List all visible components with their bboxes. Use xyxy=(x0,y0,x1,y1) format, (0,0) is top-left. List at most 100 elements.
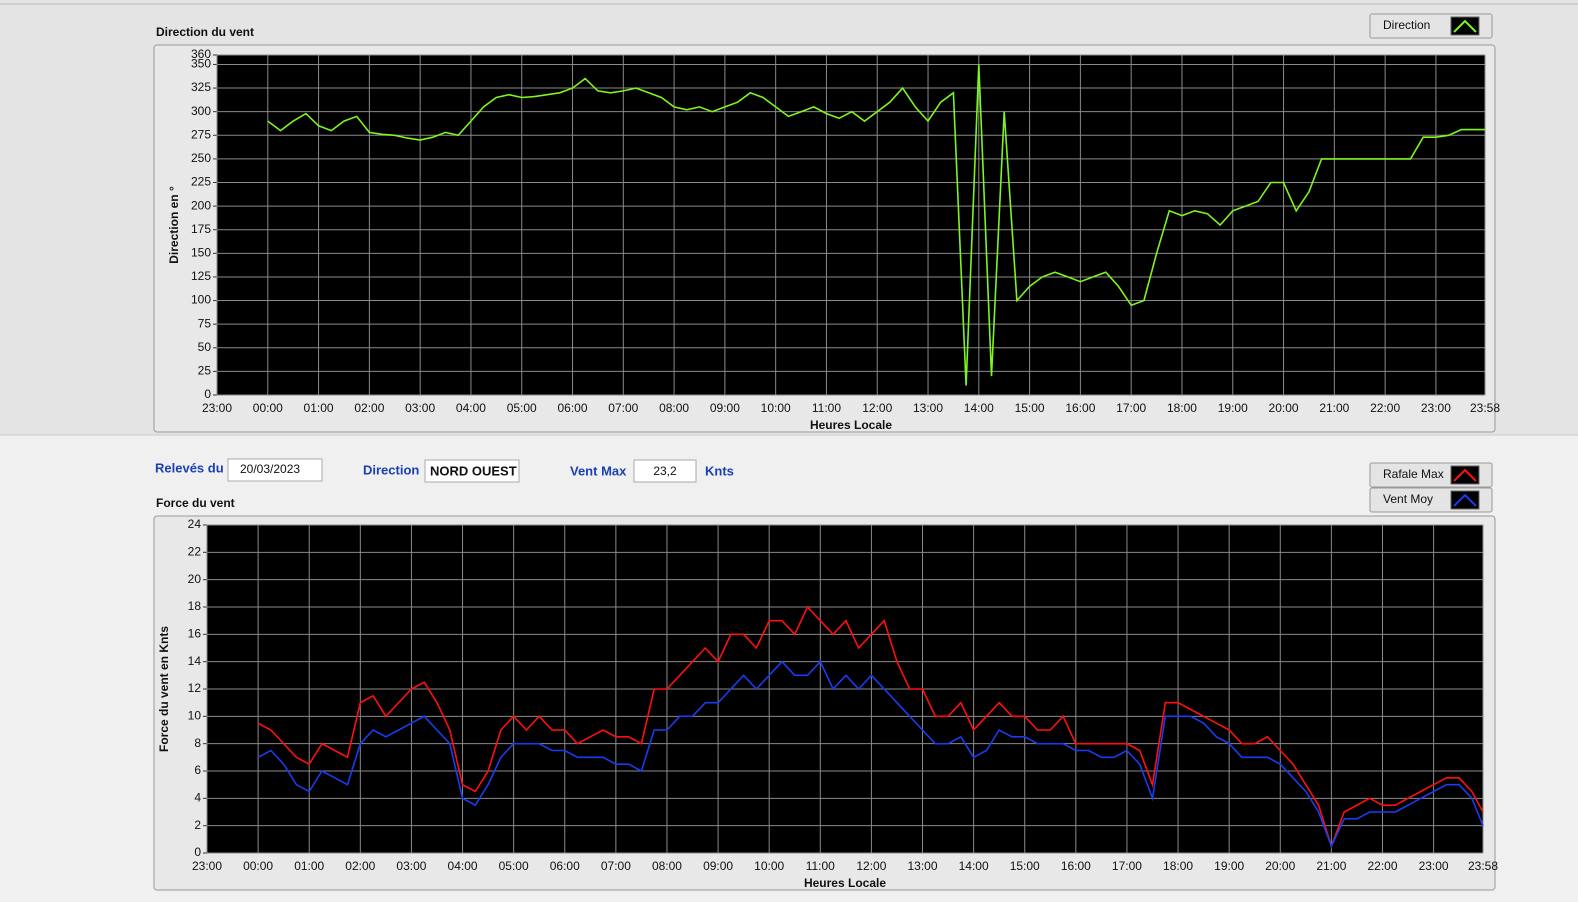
x-tick-label: 16:00 xyxy=(1061,859,1091,873)
x-tick-label: 08:00 xyxy=(659,401,689,415)
legend-swatch-bg xyxy=(1450,16,1480,36)
y-tick-label: 16 xyxy=(188,627,202,641)
x-tick-label: 17:00 xyxy=(1116,401,1146,415)
x-tick-label: 02:00 xyxy=(345,859,375,873)
x-tick-label: 07:00 xyxy=(608,401,638,415)
y-tick-label: 225 xyxy=(191,175,211,189)
x-tick-label: 10:00 xyxy=(754,859,784,873)
y-tick-label: 12 xyxy=(188,681,202,695)
x-tick-label: 11:00 xyxy=(812,401,841,415)
x-tick-label: 19:00 xyxy=(1218,401,1248,415)
y-tick-label: 2 xyxy=(194,818,201,832)
x-tick-label: 23:00 xyxy=(1419,859,1449,873)
x-tick-label: 16:00 xyxy=(1065,401,1095,415)
y-tick-label: 300 xyxy=(191,104,211,118)
legend-swatch xyxy=(1453,493,1477,507)
x-axis-label: Heures Locale xyxy=(804,876,886,890)
x-tick-label: 21:00 xyxy=(1316,859,1346,873)
legend-swatch xyxy=(1453,468,1477,482)
y-tick-label: 22 xyxy=(188,545,202,559)
y-tick-label: 350 xyxy=(191,57,211,71)
legend-label: Vent Moy xyxy=(1383,492,1433,506)
x-tick-label: 06:00 xyxy=(550,859,580,873)
x-tick-label: 23:58 xyxy=(1470,401,1500,415)
x-tick-label: 15:00 xyxy=(1010,859,1040,873)
x-tick-label: 17:00 xyxy=(1112,859,1142,873)
x-tick-label: 01:00 xyxy=(304,401,334,415)
x-tick-label: 01:00 xyxy=(294,859,324,873)
x-tick-label: 18:00 xyxy=(1163,859,1193,873)
x-tick-label: 09:00 xyxy=(710,401,740,415)
x-tick-label: 23:58 xyxy=(1468,859,1498,873)
y-tick-label: 360 xyxy=(191,47,211,61)
x-tick-label: 03:00 xyxy=(405,401,435,415)
y-tick-label: 0 xyxy=(204,387,211,401)
y-tick-label: 24 xyxy=(188,517,202,531)
x-tick-label: 20:00 xyxy=(1269,401,1299,415)
y-tick-label: 175 xyxy=(191,222,211,236)
y-axis-label: Direction en ° xyxy=(167,186,181,264)
y-tick-label: 100 xyxy=(191,293,211,307)
x-tick-label: 00:00 xyxy=(253,401,283,415)
x-tick-label: 10:00 xyxy=(761,401,791,415)
vent-max-label: Vent Max xyxy=(570,463,627,478)
x-tick-label: 21:00 xyxy=(1319,401,1349,415)
y-tick-label: 250 xyxy=(191,151,211,165)
x-tick-label: 09:00 xyxy=(703,859,733,873)
x-tick-label: 06:00 xyxy=(557,401,587,415)
direction-value: NORD OUEST xyxy=(430,463,517,478)
unit-label: Knts xyxy=(705,463,734,478)
chart-title: Force du vent xyxy=(156,496,235,510)
plot-area xyxy=(217,55,1485,395)
x-tick-label: 11:00 xyxy=(806,859,835,873)
x-tick-label: 12:00 xyxy=(856,859,886,873)
y-tick-label: 20 xyxy=(188,572,202,586)
x-tick-label: 03:00 xyxy=(396,859,426,873)
x-tick-label: 12:00 xyxy=(862,401,892,415)
chart-title: Direction du vent xyxy=(156,25,254,39)
x-tick-label: 02:00 xyxy=(354,401,384,415)
legend-swatch xyxy=(1453,19,1477,33)
y-tick-label: 14 xyxy=(188,654,202,668)
vent-max-value: 23,2 xyxy=(653,464,677,478)
data-line xyxy=(257,605,1484,849)
x-tick-label: 19:00 xyxy=(1214,859,1244,873)
x-tick-label: 22:00 xyxy=(1367,859,1397,873)
x-tick-label: 14:00 xyxy=(964,401,994,415)
x-tick-label: 07:00 xyxy=(601,859,631,873)
y-tick-label: 50 xyxy=(198,340,212,354)
x-tick-label: 00:00 xyxy=(243,859,273,873)
y-tick-label: 18 xyxy=(188,599,202,613)
legend-swatch-bg xyxy=(1450,490,1480,510)
x-tick-label: 15:00 xyxy=(1015,401,1045,415)
direction-field[interactable] xyxy=(424,459,520,483)
y-tick-label: 150 xyxy=(191,246,211,260)
y-tick-label: 75 xyxy=(198,316,212,330)
direction-label: Direction xyxy=(363,462,419,477)
x-tick-label: 04:00 xyxy=(456,401,486,415)
x-tick-label: 23:00 xyxy=(202,401,232,415)
y-tick-label: 10 xyxy=(188,709,202,723)
date-value: 20/03/2023 xyxy=(240,462,300,476)
x-tick-label: 23:00 xyxy=(1421,401,1451,415)
x-tick-label: 23:00 xyxy=(192,859,222,873)
x-tick-label: 05:00 xyxy=(499,859,529,873)
x-tick-label: 05:00 xyxy=(507,401,537,415)
data-line xyxy=(267,64,1485,386)
x-tick-label: 20:00 xyxy=(1265,859,1295,873)
y-tick-label: 325 xyxy=(191,80,211,94)
y-tick-label: 8 xyxy=(194,736,201,750)
y-tick-label: 4 xyxy=(194,791,201,805)
vent-max-field[interactable] xyxy=(633,459,697,483)
y-tick-label: 6 xyxy=(194,763,201,777)
x-tick-label: 04:00 xyxy=(448,859,478,873)
y-axis-label: Force du vent en Knts xyxy=(157,626,171,752)
legend-swatch-bg xyxy=(1450,465,1480,485)
x-tick-label: 22:00 xyxy=(1370,401,1400,415)
data-line xyxy=(257,660,1484,849)
y-tick-label: 200 xyxy=(191,198,211,212)
legend-label: Rafale Max xyxy=(1383,467,1444,481)
date-field[interactable] xyxy=(227,458,323,482)
